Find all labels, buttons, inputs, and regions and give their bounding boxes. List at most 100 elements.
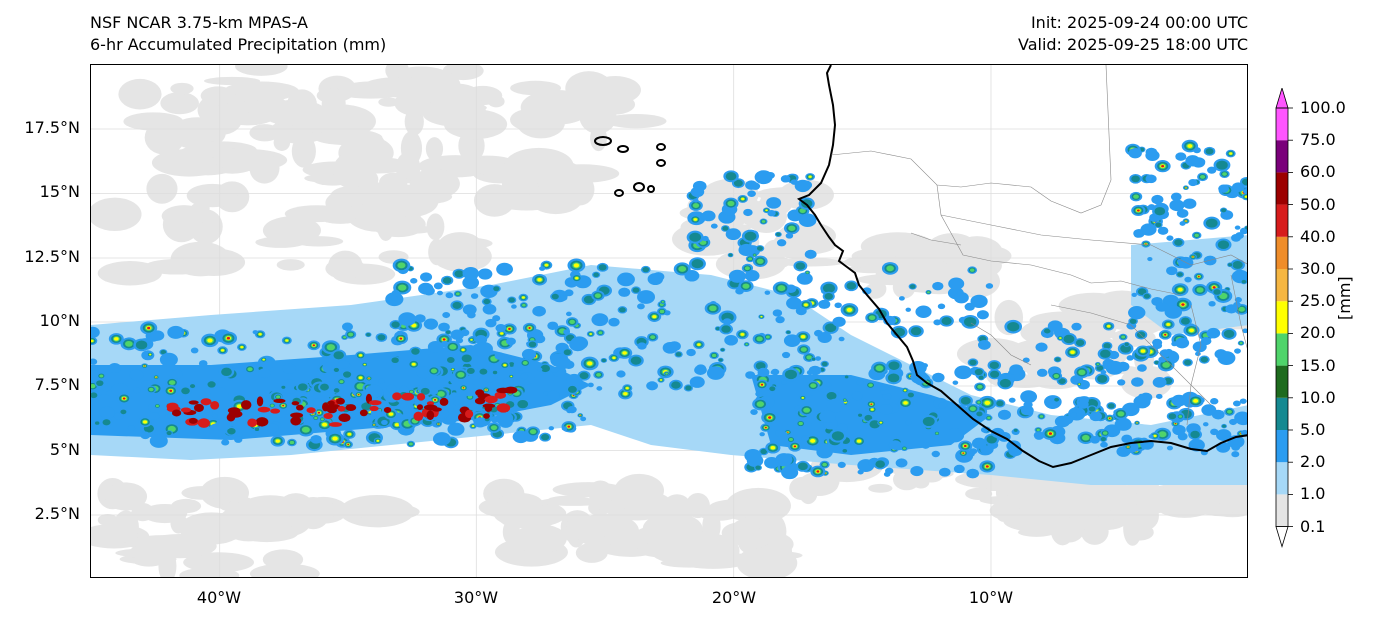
precip-cell-core — [143, 365, 146, 367]
precip-cell-core — [1153, 434, 1157, 438]
precip-cell — [738, 243, 755, 257]
precip-cell — [710, 223, 718, 229]
precip-cell-core — [798, 421, 803, 426]
precip-cell-core — [221, 367, 232, 377]
precip-cell — [310, 435, 322, 444]
precip-cell-core — [1200, 174, 1206, 179]
precip-cell-core — [941, 317, 952, 325]
precip-cell-core — [541, 434, 550, 441]
colorbar-tick-label: 100.0 — [1300, 98, 1346, 117]
precip-cell-core — [1106, 324, 1111, 328]
colorbar-tick-label: 50.0 — [1300, 194, 1336, 214]
precip-cell-core — [147, 326, 151, 330]
precip-cell-core — [1174, 239, 1183, 246]
precip-cell-core — [207, 338, 213, 343]
precip-cell-core — [142, 420, 148, 424]
precip-cell-core — [397, 262, 406, 269]
precip-cell-core — [122, 397, 126, 400]
precip-cell — [266, 423, 279, 433]
precip-cell-core — [879, 421, 882, 424]
precip-cell-core — [868, 315, 876, 321]
precip-cell — [1100, 441, 1108, 448]
precip-cell-core — [510, 375, 513, 378]
precip-cell-core — [846, 282, 857, 290]
light-precip-patch — [361, 184, 384, 211]
precip-cell-core — [508, 297, 515, 303]
precip-cell — [1034, 432, 1044, 440]
precip-cell — [390, 295, 398, 301]
precip-cell-core — [927, 291, 930, 294]
precip-cell-core — [1136, 422, 1138, 424]
precip-cell-core — [625, 386, 629, 390]
colorbar-segment — [1276, 462, 1288, 495]
precip-cell-core — [1212, 286, 1216, 289]
precip-cell-core — [678, 266, 687, 272]
precip-cell — [647, 273, 664, 286]
precip-cell — [91, 401, 95, 407]
precip-cell-core — [347, 432, 352, 436]
colorbar-tick-label: 20.0 — [1300, 323, 1336, 343]
precip-cell-core — [1078, 383, 1081, 385]
precip-cell-core — [529, 429, 537, 435]
light-precip-patch — [144, 120, 185, 155]
precip-cell — [1044, 395, 1062, 409]
precip-cell-core — [810, 383, 817, 388]
init-time: Init: 2025-09-24 00:00 UTC — [1030, 13, 1248, 32]
precip-cell — [561, 426, 568, 431]
light-precip-patch — [236, 500, 299, 519]
precip-cell-core — [388, 412, 394, 416]
precip-cell-core — [1194, 233, 1199, 237]
precip-cell-core — [1059, 337, 1062, 339]
precip-cell-core — [811, 357, 816, 361]
precip-cell — [818, 299, 831, 309]
precip-cell-core — [720, 348, 725, 352]
precip-cell — [1126, 355, 1134, 361]
light-precip-patch — [431, 102, 487, 113]
heavy-precip-core — [291, 401, 300, 406]
precip-cell-core — [1043, 328, 1051, 334]
precip-cell-core — [800, 335, 806, 339]
light-precip-patch — [575, 542, 608, 563]
colorbar-tick-label: 30.0 — [1300, 259, 1336, 278]
precip-cell-core — [1200, 356, 1209, 363]
precip-cell-core — [795, 262, 806, 270]
precip-cell — [997, 409, 1011, 420]
precip-cell-core — [485, 389, 487, 391]
colorbar-segment — [1276, 236, 1288, 269]
precip-cell — [1234, 225, 1241, 230]
precip-cell-core — [1238, 306, 1245, 312]
precip-cell — [856, 379, 864, 386]
precip-cell — [819, 410, 836, 424]
precip-cell-core — [1120, 344, 1132, 353]
precip-cell — [1152, 341, 1163, 350]
precip-cell — [398, 312, 417, 326]
precip-cell-core — [907, 392, 914, 398]
colorbar-tick-label: 0.1 — [1300, 516, 1326, 536]
precip-cell-core — [567, 385, 577, 393]
precip-cell-core — [721, 325, 731, 333]
light-precip-patch — [708, 498, 777, 517]
colorbar-segment — [1276, 204, 1288, 237]
precip-cell-core — [1221, 208, 1227, 213]
precip-cell-core — [254, 427, 260, 432]
precip-cell-core — [824, 293, 833, 300]
precip-cell-core — [155, 376, 157, 378]
heavy-precip-core — [171, 409, 182, 417]
light-precip-patch — [91, 197, 142, 231]
precip-cell-core — [1129, 318, 1137, 324]
precip-cell — [888, 440, 902, 451]
precip-cell-core — [691, 259, 704, 269]
light-precip-patch — [473, 184, 516, 217]
precip-cell — [764, 290, 771, 295]
precip-cell-core — [227, 427, 236, 435]
precip-cell — [357, 397, 366, 404]
light-precip-patch — [639, 546, 705, 558]
precip-cell-core — [461, 348, 465, 352]
precip-cell-core — [1162, 362, 1171, 368]
heavy-precip-core — [496, 403, 511, 413]
precip-cell-core — [1048, 432, 1053, 435]
precip-cell — [801, 435, 809, 442]
light-precip-patch — [201, 102, 243, 135]
precip-cell — [1145, 174, 1157, 184]
heavy-precip-core — [197, 418, 210, 428]
